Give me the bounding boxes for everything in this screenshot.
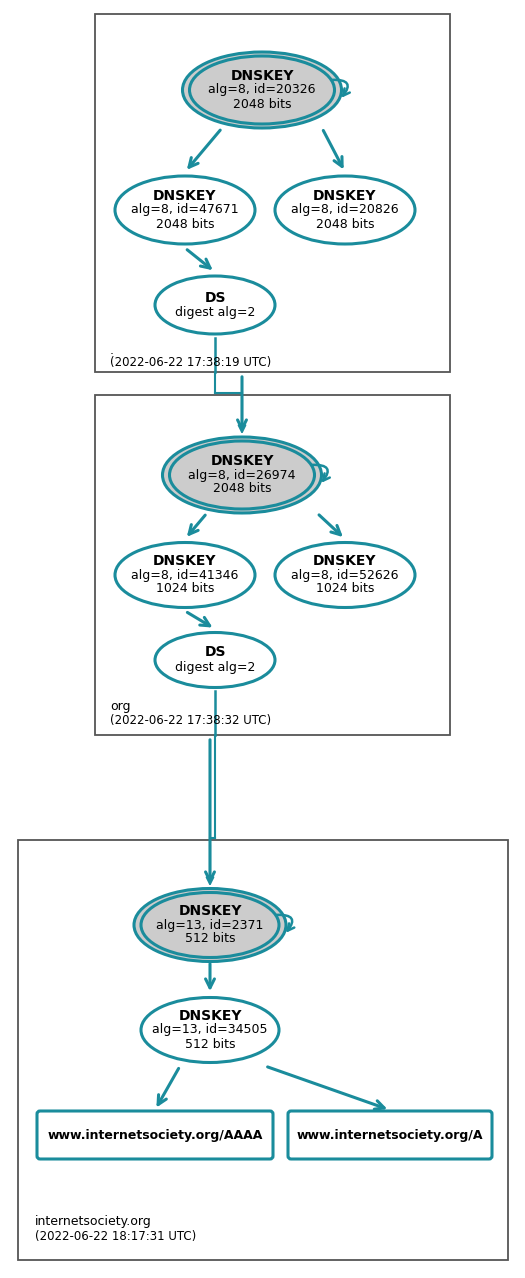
Text: DNSKEY: DNSKEY <box>153 553 217 567</box>
Text: 512 bits: 512 bits <box>185 933 235 946</box>
Bar <box>18 840 508 1260</box>
Text: digest alg=2: digest alg=2 <box>175 661 255 674</box>
Text: internetsociety.org: internetsociety.org <box>35 1215 152 1228</box>
Ellipse shape <box>155 633 275 688</box>
Ellipse shape <box>115 176 255 244</box>
Ellipse shape <box>115 542 255 607</box>
Text: DNSKEY: DNSKEY <box>313 189 377 203</box>
Text: (2022-06-22 18:17:31 UTC): (2022-06-22 18:17:31 UTC) <box>35 1229 196 1243</box>
Ellipse shape <box>141 998 279 1062</box>
Ellipse shape <box>163 437 321 512</box>
Text: 1024 bits: 1024 bits <box>156 583 214 596</box>
Text: DS: DS <box>204 645 226 659</box>
Text: org: org <box>110 700 131 713</box>
Ellipse shape <box>134 888 286 961</box>
FancyArrowPatch shape <box>332 79 350 96</box>
FancyArrowPatch shape <box>312 465 330 481</box>
Ellipse shape <box>141 892 279 957</box>
Text: DNSKEY: DNSKEY <box>230 69 294 83</box>
FancyBboxPatch shape <box>288 1111 492 1159</box>
Ellipse shape <box>275 542 415 607</box>
Text: DNSKEY: DNSKEY <box>210 454 274 468</box>
Text: www.internetsociety.org/AAAA: www.internetsociety.org/AAAA <box>47 1128 262 1141</box>
Text: 2048 bits: 2048 bits <box>156 217 214 230</box>
Text: DNSKEY: DNSKEY <box>313 553 377 567</box>
Text: alg=8, id=52626: alg=8, id=52626 <box>291 569 399 581</box>
Text: alg=8, id=20826: alg=8, id=20826 <box>291 203 399 216</box>
Ellipse shape <box>183 52 341 128</box>
Text: alg=13, id=2371: alg=13, id=2371 <box>156 919 264 932</box>
Text: 512 bits: 512 bits <box>185 1038 235 1051</box>
Ellipse shape <box>275 176 415 244</box>
Bar <box>95 395 450 735</box>
Text: (2022-06-22 17:38:32 UTC): (2022-06-22 17:38:32 UTC) <box>110 714 271 727</box>
Text: 2048 bits: 2048 bits <box>213 483 271 496</box>
Text: (2022-06-22 17:38:19 UTC): (2022-06-22 17:38:19 UTC) <box>110 357 271 369</box>
Text: 2048 bits: 2048 bits <box>233 97 291 110</box>
Text: alg=8, id=41346: alg=8, id=41346 <box>131 569 239 581</box>
Text: www.internetsociety.org/A: www.internetsociety.org/A <box>297 1128 483 1141</box>
Text: alg=13, id=34505: alg=13, id=34505 <box>152 1024 268 1036</box>
Text: alg=8, id=47671: alg=8, id=47671 <box>131 203 239 216</box>
Text: alg=8, id=20326: alg=8, id=20326 <box>208 83 316 97</box>
FancyBboxPatch shape <box>37 1111 273 1159</box>
FancyArrowPatch shape <box>277 915 295 930</box>
Ellipse shape <box>170 441 314 509</box>
Text: 1024 bits: 1024 bits <box>316 583 374 596</box>
Ellipse shape <box>190 56 334 124</box>
Text: DS: DS <box>204 290 226 304</box>
Ellipse shape <box>155 276 275 334</box>
Text: digest alg=2: digest alg=2 <box>175 305 255 320</box>
Text: DNSKEY: DNSKEY <box>178 904 242 918</box>
Text: DNSKEY: DNSKEY <box>153 189 217 203</box>
Text: .: . <box>110 344 114 357</box>
Text: alg=8, id=26974: alg=8, id=26974 <box>188 469 296 482</box>
Text: 2048 bits: 2048 bits <box>316 217 374 230</box>
Text: DNSKEY: DNSKEY <box>178 1010 242 1022</box>
Bar <box>95 14 450 372</box>
